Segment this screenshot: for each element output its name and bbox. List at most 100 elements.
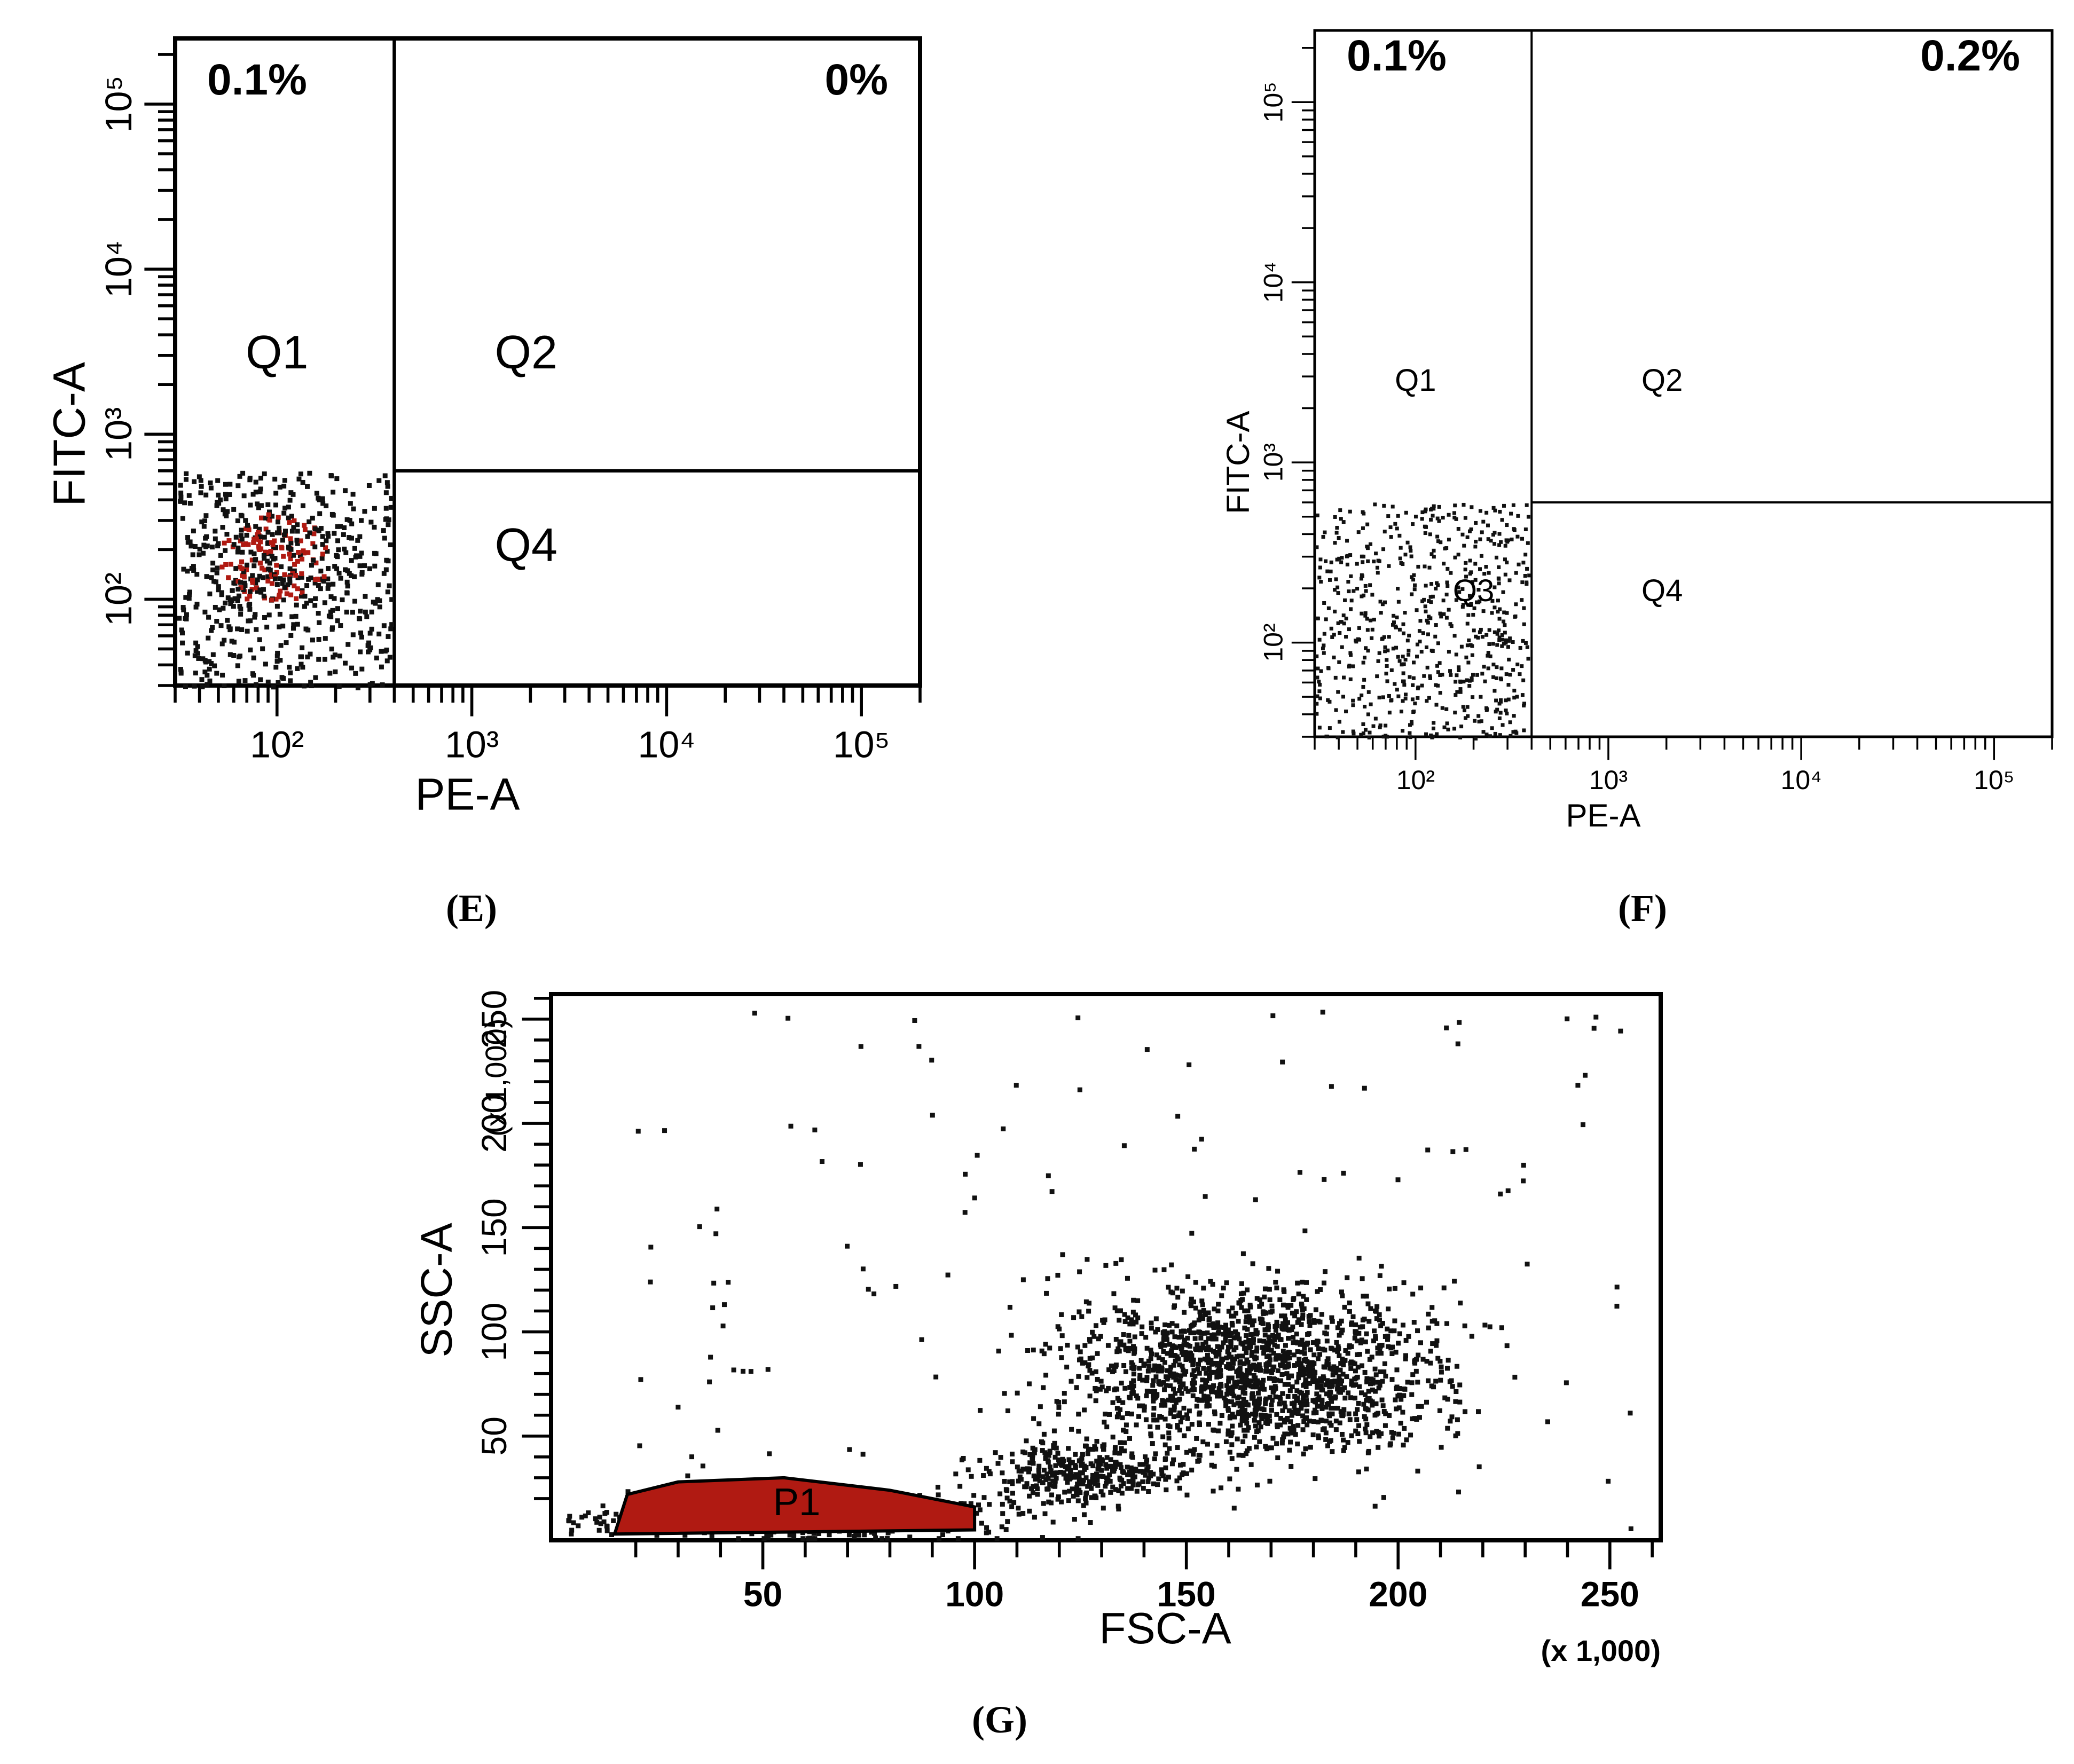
event-dot: [1122, 1312, 1127, 1317]
event-dot: [1133, 1468, 1138, 1474]
event-dot: [955, 1536, 961, 1541]
event-dot: [1046, 1173, 1051, 1178]
event-dot: [1266, 1266, 1271, 1271]
event-dot: [1506, 645, 1510, 649]
event-dot: [1218, 1393, 1223, 1399]
event-dot: [383, 490, 389, 495]
event-dot: [1289, 1464, 1294, 1469]
event-dot: [1511, 730, 1515, 734]
event-dot: [1318, 696, 1322, 700]
event-dot: [1251, 1340, 1256, 1345]
event-dot: [1491, 642, 1495, 646]
event-dot: [1452, 1279, 1457, 1284]
event-dot: [1069, 1427, 1074, 1432]
event-dot: [209, 661, 214, 666]
event-dot: [252, 563, 257, 569]
event-dot: [295, 666, 300, 671]
event-dot: [1325, 1356, 1331, 1361]
event-dot: [288, 633, 294, 638]
event-dot: [1522, 702, 1527, 706]
event-dot: [1316, 1433, 1321, 1438]
event-dot: [1239, 1415, 1245, 1420]
event-dot: [1274, 1285, 1279, 1290]
event-dot: [1234, 1335, 1239, 1340]
event-dot: [1402, 1387, 1408, 1392]
event-dot: [1373, 1308, 1378, 1313]
event-dot: [1322, 601, 1326, 605]
event-dot: [1044, 1290, 1049, 1296]
event-dot: [1229, 1442, 1235, 1447]
event-dot: [1397, 533, 1402, 538]
event-dot: [1385, 1326, 1390, 1332]
event-dot: [1062, 1490, 1067, 1495]
event-dot: [295, 522, 300, 527]
event-dot: [1301, 1383, 1306, 1388]
event-dot: [1263, 1368, 1268, 1374]
event-dot: [1224, 1280, 1229, 1286]
event-dot: [1368, 1434, 1373, 1439]
event-dot: [344, 590, 350, 596]
event-dot: [1360, 611, 1364, 616]
event-dot: [1125, 1315, 1130, 1320]
event-dot: [1082, 1407, 1087, 1413]
event-dot: [318, 586, 323, 592]
event-dot: [263, 550, 269, 555]
event-dot: [1315, 654, 1319, 658]
event-dot: [1098, 1334, 1103, 1339]
event-dot: [263, 515, 269, 521]
event-dot: [357, 563, 363, 569]
event-dot: [1127, 1384, 1133, 1390]
event-dot: [338, 524, 343, 529]
event-dot: [1469, 527, 1473, 531]
event-dot: [1283, 1343, 1288, 1348]
event-dot: [1211, 1489, 1216, 1494]
event-dot: [1075, 1344, 1080, 1350]
event-dot: [267, 561, 272, 566]
event-dot: [1212, 1428, 1217, 1433]
event-dot: [304, 601, 309, 606]
event-dot: [312, 544, 318, 549]
event-dot: [1453, 555, 1457, 560]
event-dot: [1246, 1381, 1252, 1386]
event-dot: [1325, 569, 1330, 573]
event-dot: [1180, 1472, 1185, 1477]
event-dot: [1441, 516, 1445, 520]
event-dot: [307, 530, 312, 536]
event-dot: [1457, 590, 1462, 594]
event-dot: [316, 582, 321, 588]
event-dot: [1372, 1328, 1377, 1334]
event-dot: [1373, 716, 1378, 721]
event-dot: [289, 514, 294, 519]
event-dot: [860, 1266, 866, 1272]
event-dot: [1059, 1312, 1064, 1317]
event-dot: [1432, 1318, 1437, 1324]
event-dot: [1247, 1371, 1252, 1376]
event-dot: [1226, 1375, 1231, 1381]
event-dot: [1457, 1382, 1463, 1388]
event-dot: [325, 586, 331, 591]
event-dot: [1396, 655, 1400, 659]
event-dot: [1208, 1347, 1213, 1352]
event-dot: [1403, 692, 1408, 697]
event-dot: [1280, 1437, 1285, 1443]
event-dot: [253, 524, 258, 529]
event-dot: [1396, 694, 1401, 698]
event-dot: [1166, 1397, 1171, 1403]
event-dot: [227, 492, 232, 497]
event-dot: [1014, 1083, 1019, 1088]
event-dot: [1273, 1280, 1278, 1285]
event-dot: [309, 563, 314, 568]
event-dot: [381, 528, 386, 533]
event-dot: [1356, 1469, 1361, 1475]
event-dot: [1191, 1452, 1196, 1457]
event-dot: [272, 576, 278, 581]
event-dot: [1478, 509, 1482, 513]
event-dot: [224, 513, 229, 518]
event-dot: [1377, 696, 1381, 700]
event-dot: [1498, 1191, 1503, 1196]
event-dot: [1462, 680, 1466, 684]
event-dot: [871, 1291, 877, 1296]
event-dot: [1138, 1358, 1144, 1363]
event-dot: [1315, 513, 1319, 517]
event-dot: [1337, 660, 1341, 664]
